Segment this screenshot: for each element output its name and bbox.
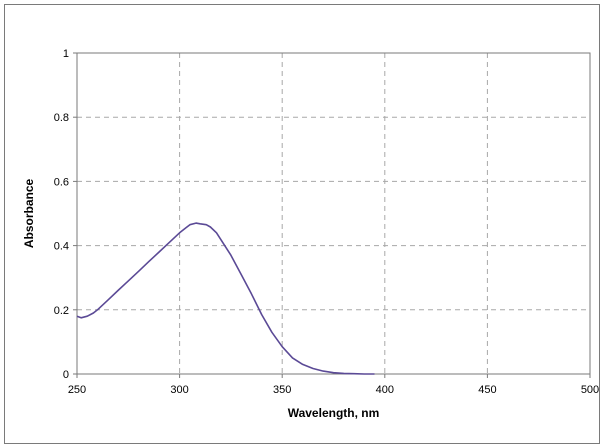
y-tick-label-5: 1 — [63, 48, 69, 60]
plot-area-border — [76, 52, 591, 375]
series-layer — [76, 222, 375, 375]
x-tick-label-0: 250 — [68, 384, 86, 396]
y-axis-title: Absorbance — [22, 179, 36, 249]
y-tick-label-0: 0 — [63, 369, 69, 381]
x-tick-label-4: 450 — [478, 384, 496, 396]
x-axis-title: Wavelength, nm — [288, 406, 380, 420]
x-tick-label-3: 400 — [376, 384, 394, 396]
series-line-0 — [76, 222, 375, 375]
x-tick-label-2: 350 — [273, 384, 291, 396]
y-tick-label-1: 0.2 — [54, 305, 69, 317]
grid-lines — [77, 53, 590, 374]
chart-frame — [4, 4, 600, 444]
y-axis-ticks: 0 0.2 0.4 0.6 0.8 1 — [54, 48, 77, 381]
y-tick-label-4: 0.8 — [54, 112, 69, 124]
x-tick-label-5: 500 — [581, 384, 599, 396]
x-tick-label-1: 300 — [170, 384, 188, 396]
y-tick-label-2: 0.4 — [54, 241, 69, 253]
x-axis-ticks: 250 300 350 400 450 500 — [68, 374, 599, 396]
y-tick-label-3: 0.6 — [54, 176, 69, 188]
